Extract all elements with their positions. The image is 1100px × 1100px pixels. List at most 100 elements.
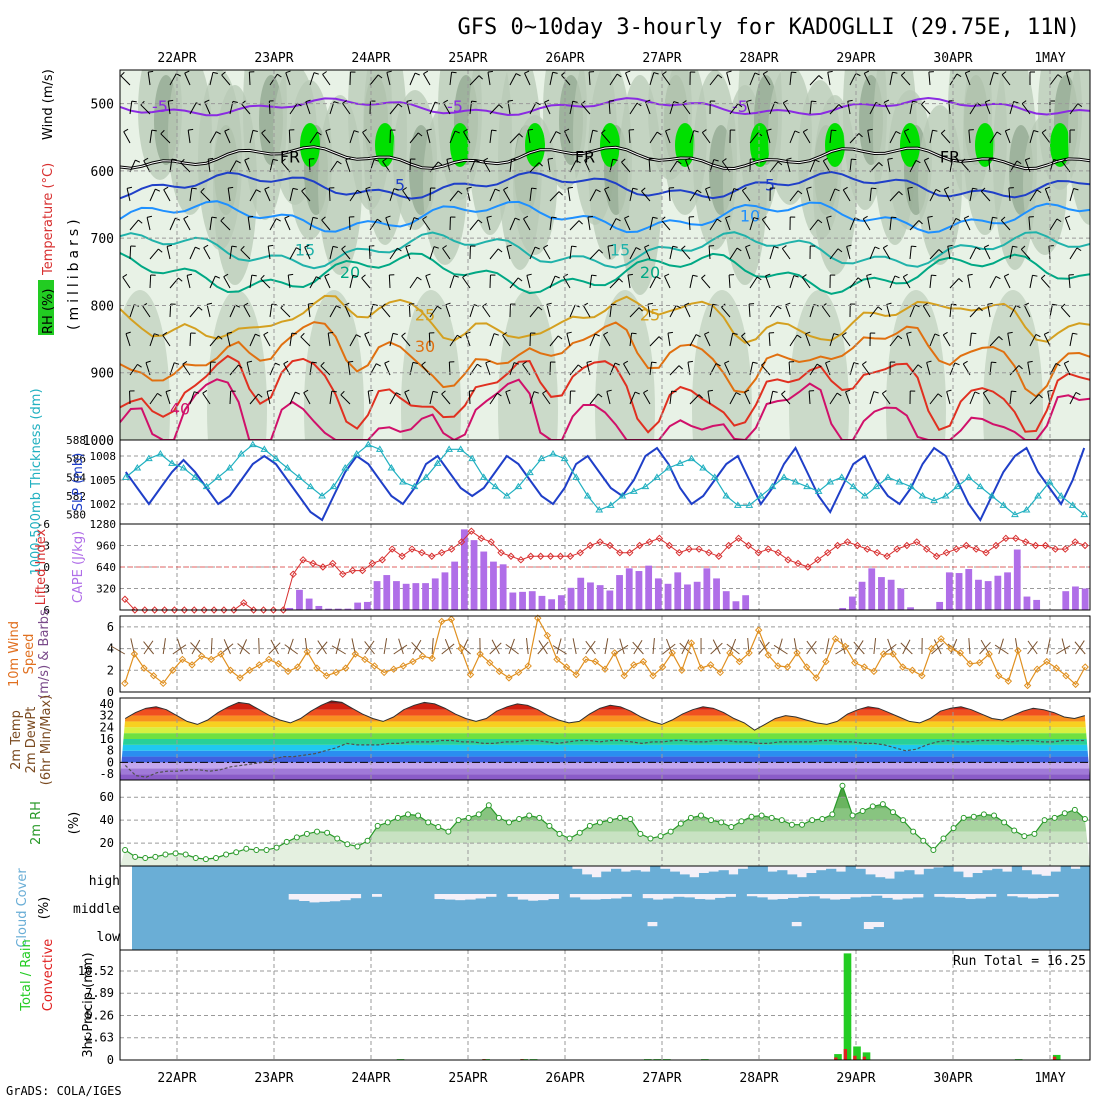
wind-barb bbox=[665, 130, 671, 144]
wind-barb bbox=[409, 72, 416, 86]
wind10-point bbox=[217, 650, 225, 658]
rh2m-point bbox=[586, 822, 593, 829]
wind-barb-flag bbox=[831, 129, 837, 132]
wind-barb-flag bbox=[765, 273, 771, 277]
rh2m-point bbox=[768, 814, 775, 821]
wind-barb bbox=[861, 364, 871, 376]
wind10-point bbox=[668, 649, 676, 657]
wind-barb bbox=[285, 72, 291, 86]
wind-barb-flag bbox=[325, 128, 331, 132]
wind-barb-flag bbox=[667, 331, 673, 334]
wind-barb-flag bbox=[938, 249, 943, 254]
cloud-cell-middle bbox=[361, 894, 372, 922]
li-axis-label-line: Lifted Index bbox=[34, 528, 49, 605]
wind-barb-flag bbox=[385, 215, 391, 219]
wind-barb bbox=[989, 217, 993, 231]
isotherm-15 bbox=[120, 231, 1090, 270]
wind-barb-flag bbox=[722, 158, 727, 162]
wind10-point bbox=[457, 644, 465, 653]
wind-barb bbox=[429, 101, 436, 115]
wind-barb bbox=[988, 159, 991, 173]
wind-barb-flag bbox=[437, 161, 443, 166]
wind-barb bbox=[169, 159, 173, 173]
li-point bbox=[289, 570, 297, 578]
wind-barb-flag bbox=[578, 220, 583, 225]
cloud-cell-low bbox=[379, 922, 391, 950]
wind-barb-flag bbox=[1041, 129, 1047, 134]
wind-barb bbox=[587, 217, 591, 231]
li-point bbox=[655, 534, 664, 543]
wind10-point bbox=[572, 670, 580, 679]
wind-barb bbox=[721, 161, 731, 173]
wind-barb-flag bbox=[494, 188, 500, 192]
rh-band bbox=[120, 831, 1090, 844]
cloud-cell-high bbox=[542, 866, 553, 894]
temp-band bbox=[120, 744, 1090, 751]
temp-band bbox=[120, 733, 1090, 739]
cape-bar bbox=[1004, 572, 1011, 610]
wind-barb bbox=[445, 304, 451, 318]
wind10-point bbox=[466, 670, 475, 679]
wind-barb-flag bbox=[713, 159, 719, 162]
wind-barb bbox=[649, 276, 657, 289]
cloud-cell-low bbox=[265, 922, 277, 950]
wind-barb-flag bbox=[195, 246, 201, 250]
li-point bbox=[982, 548, 990, 557]
wind-barb-flag bbox=[131, 100, 137, 103]
wind-barb bbox=[709, 74, 719, 86]
wind-barb-flag bbox=[858, 133, 863, 138]
thickness-point bbox=[572, 473, 581, 480]
cloud-cell-low bbox=[822, 922, 833, 950]
thickness-tick: 584 bbox=[66, 471, 86, 484]
thickness-point bbox=[387, 464, 396, 471]
cloud-row-label: high bbox=[89, 874, 120, 889]
wind10-barb bbox=[143, 641, 155, 655]
wind10-barb bbox=[284, 644, 298, 655]
wind-barb bbox=[589, 393, 599, 405]
wind-barb bbox=[627, 275, 631, 289]
cloud-cell-middle bbox=[277, 894, 289, 922]
wind-barb-flag bbox=[443, 99, 449, 104]
wind10-point bbox=[341, 664, 350, 672]
date-label-top: 22APR bbox=[157, 51, 196, 66]
cape-tick: 640 bbox=[96, 561, 116, 574]
li-point bbox=[616, 548, 624, 557]
thickness-point bbox=[295, 473, 303, 480]
wind-barb-flag bbox=[978, 307, 983, 312]
rh-valley bbox=[498, 290, 558, 440]
thickness-point bbox=[318, 492, 326, 499]
isotherm-label: FR bbox=[575, 147, 595, 166]
cloud-cell-middle bbox=[746, 896, 758, 922]
wind-barb bbox=[649, 131, 658, 144]
wind-barb bbox=[389, 392, 397, 405]
wind-barb bbox=[309, 217, 314, 231]
wind-barb-flag bbox=[616, 73, 622, 78]
thickness-point bbox=[191, 473, 199, 480]
precip-total-bar bbox=[1052, 1054, 1061, 1060]
wind-barb-flag bbox=[946, 389, 952, 392]
wind-barb-flag bbox=[1005, 128, 1011, 132]
cloud-cell-middle bbox=[621, 896, 633, 922]
wind-barb-flag bbox=[451, 71, 457, 74]
wind-barb bbox=[949, 362, 956, 376]
wind-barb bbox=[206, 304, 211, 318]
wind-barb bbox=[429, 246, 435, 260]
wind10-barb bbox=[268, 642, 281, 655]
date-label-top: 1MAY bbox=[1034, 51, 1065, 66]
thickness-point bbox=[733, 501, 742, 508]
thickness-point bbox=[306, 482, 315, 490]
wind-barb bbox=[505, 391, 511, 405]
wind-barb-flag bbox=[673, 101, 679, 104]
wind10-barb bbox=[1056, 645, 1071, 655]
wind-barb bbox=[929, 249, 940, 260]
cloud-cell-high bbox=[268, 866, 280, 894]
cloud-cell-middle bbox=[319, 901, 331, 922]
precip-tick: 7.89 bbox=[85, 986, 114, 1000]
rh-bright-cell bbox=[900, 123, 920, 167]
isotherm-5 bbox=[120, 170, 1090, 200]
wind-barb bbox=[165, 391, 171, 405]
wind-barb-flag bbox=[823, 157, 828, 162]
cape-bar bbox=[742, 595, 750, 610]
wind10-barb bbox=[840, 638, 846, 655]
thickness-point bbox=[803, 482, 811, 490]
